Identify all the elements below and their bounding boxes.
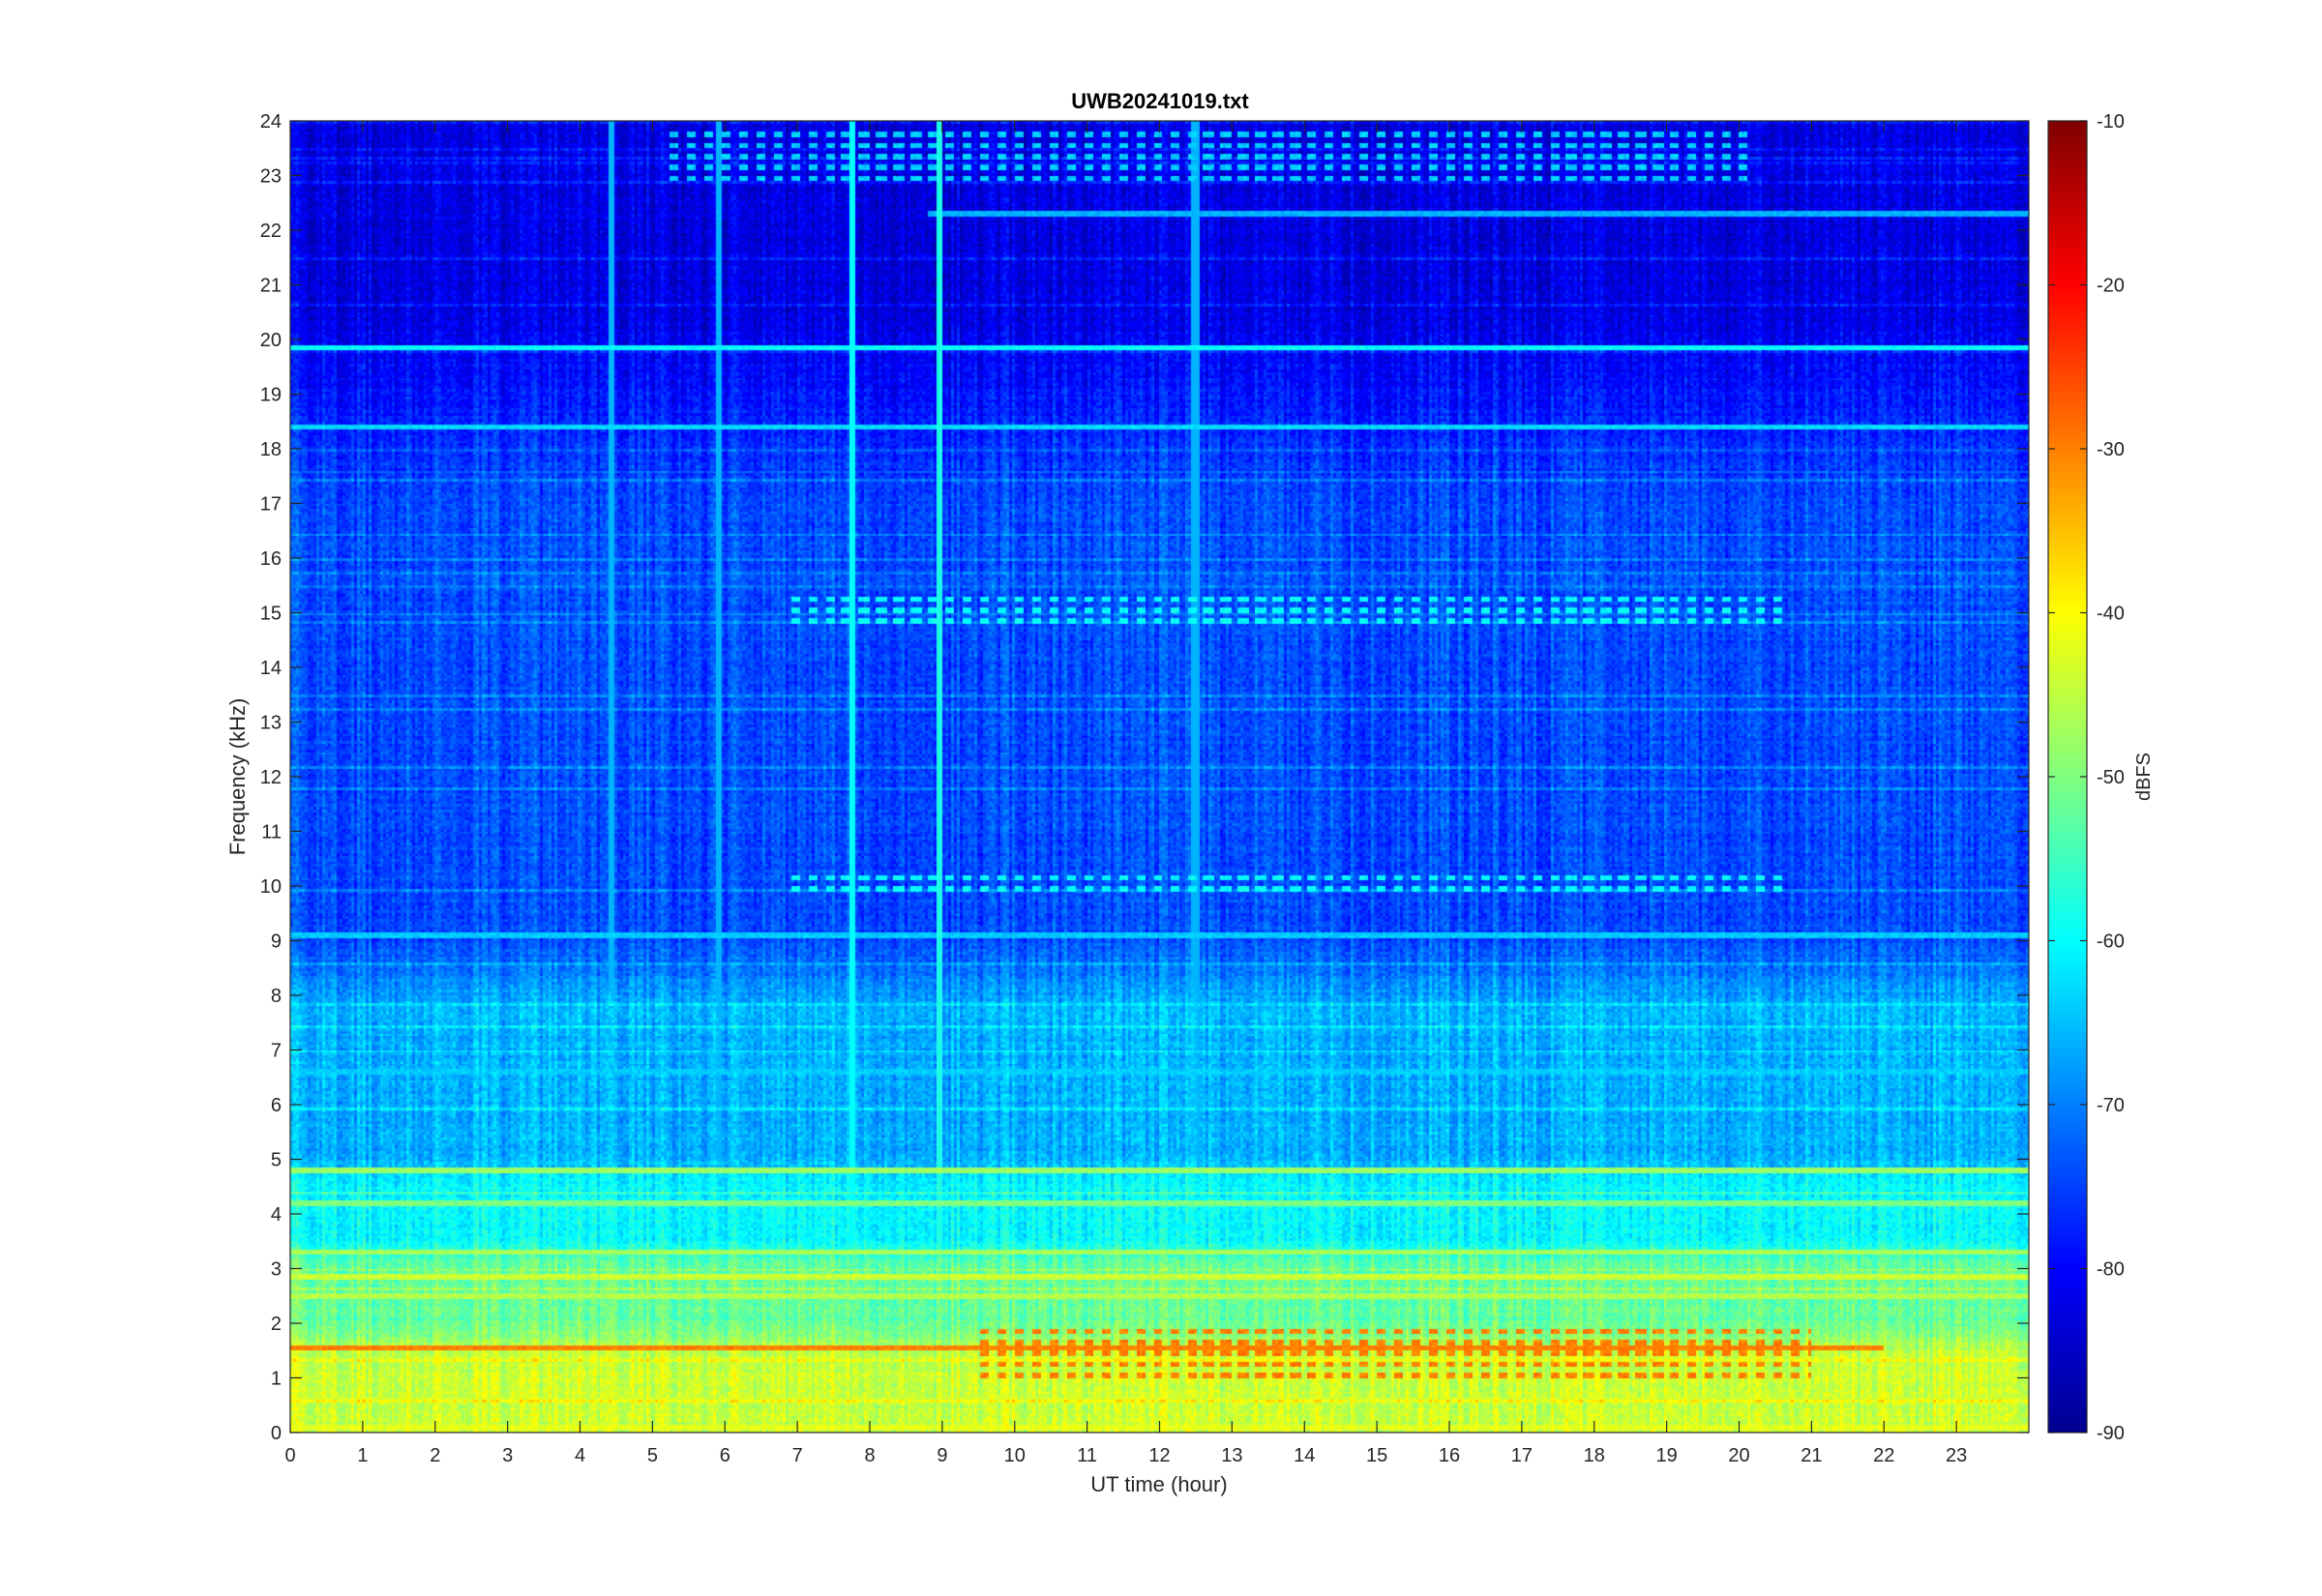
colorbar-tick-label: -20 <box>2097 276 2125 297</box>
y-tick-label: 13 <box>260 713 282 734</box>
y-tick-label: 7 <box>271 1041 282 1062</box>
spectrogram-plot-area <box>290 121 2029 1433</box>
x-tick-label: 16 <box>1439 1445 1460 1466</box>
colorbar-tick-label: -90 <box>2097 1423 2125 1444</box>
y-tick-label: 23 <box>260 166 282 188</box>
spectrogram-canvas <box>290 121 2029 1433</box>
x-tick-label: 9 <box>937 1445 947 1466</box>
colorbar-tick-label: -40 <box>2097 604 2125 625</box>
y-axis-label: Frequency (kHz) <box>225 698 250 856</box>
x-tick-label: 1 <box>357 1445 368 1466</box>
y-tick-label: 17 <box>260 494 282 516</box>
colorbar-tick-label: -60 <box>2097 931 2125 953</box>
y-tick-label: 1 <box>271 1369 282 1390</box>
x-tick-label: 0 <box>284 1445 295 1466</box>
colorbar-ticks: -90 -80 -70 -60 -50 -40 -30 -20 -10 <box>2048 111 2125 1444</box>
x-tick-label: 8 <box>864 1445 875 1466</box>
x-tick-label: 10 <box>1004 1445 1026 1466</box>
colorbar-tick-label: -80 <box>2097 1259 2125 1281</box>
x-tick-label: 11 <box>1077 1445 1097 1466</box>
x-tick-label: 21 <box>1801 1445 1822 1466</box>
colorbar-label: dBFS <box>2133 753 2155 801</box>
y-tick-label: 2 <box>271 1314 282 1335</box>
y-tick-label: 6 <box>271 1095 282 1116</box>
x-tick-label: 23 <box>1946 1445 1967 1466</box>
x-tick-label: 12 <box>1148 1445 1170 1466</box>
y-tick-label: 24 <box>260 111 282 133</box>
x-tick-label: 4 <box>575 1445 585 1466</box>
x-tick-label: 14 <box>1294 1445 1315 1466</box>
y-tick-label: 11 <box>261 822 282 843</box>
y-tick-label: 16 <box>260 548 282 570</box>
y-tick-label: 18 <box>260 439 282 460</box>
y-tick-label: 10 <box>260 876 282 898</box>
x-tick-label: 7 <box>792 1445 803 1466</box>
x-tick-label: 6 <box>720 1445 730 1466</box>
y-tick-label: 0 <box>271 1423 282 1444</box>
y-tick-label: 21 <box>260 276 282 297</box>
x-tick-label: 13 <box>1221 1445 1242 1466</box>
colorbar-tick-label: -70 <box>2097 1095 2125 1116</box>
x-tick-label: 3 <box>502 1445 513 1466</box>
x-axis-ticks: 0 1 2 3 4 5 6 7 8 9 10 11 12 13 14 15 16 17 18 19 20 21 22 23 <box>284 121 1967 1466</box>
x-tick-label: 5 <box>647 1445 658 1466</box>
y-tick-label: 5 <box>271 1150 282 1171</box>
y-tick-label: 19 <box>260 385 282 406</box>
x-tick-label: 19 <box>1656 1445 1678 1466</box>
x-tick-label: 17 <box>1511 1445 1533 1466</box>
colorbar-tick-label: -50 <box>2097 767 2125 788</box>
y-tick-label: 8 <box>271 986 282 1007</box>
y-tick-label: 20 <box>260 330 282 351</box>
y-tick-label: 3 <box>271 1259 282 1281</box>
y-tick-label: 12 <box>260 767 282 788</box>
y-tick-label: 9 <box>271 931 282 953</box>
colorbar-tick-label: -30 <box>2097 439 2125 460</box>
chart-title: UWB20241019.txt <box>1071 89 1249 113</box>
x-tick-label: 2 <box>430 1445 440 1466</box>
y-tick-label: 4 <box>271 1204 282 1226</box>
y-tick-label: 14 <box>260 658 282 679</box>
colorbar-tick-label: -10 <box>2097 111 2125 133</box>
x-tick-label: 20 <box>1728 1445 1749 1466</box>
x-axis-label: UT time (hour) <box>1090 1472 1227 1496</box>
x-tick-label: 15 <box>1366 1445 1387 1466</box>
y-tick-label: 22 <box>260 221 282 242</box>
x-tick-label: 22 <box>1873 1445 1894 1466</box>
y-tick-label: 15 <box>260 604 282 625</box>
x-tick-label: 18 <box>1584 1445 1605 1466</box>
